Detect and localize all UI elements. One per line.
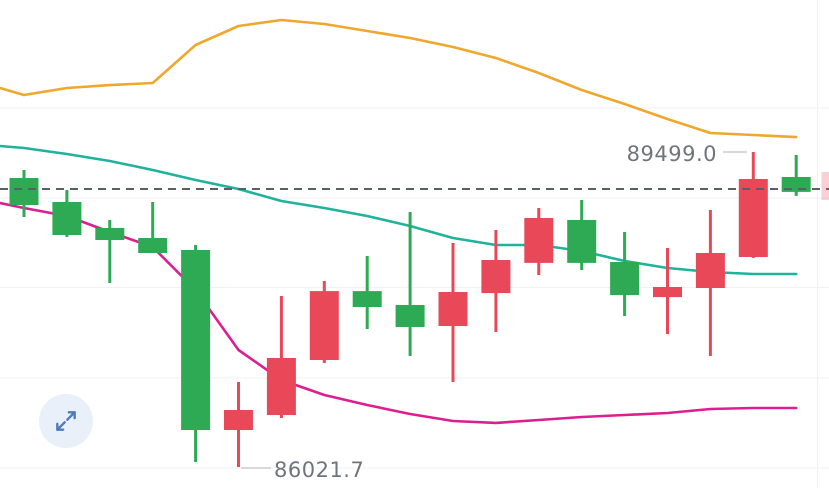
band-layer bbox=[0, 18, 798, 425]
candle-17[interactable] bbox=[695, 210, 725, 356]
candle-body bbox=[481, 260, 511, 294]
candle-body bbox=[695, 253, 725, 288]
candle-5[interactable] bbox=[181, 245, 211, 462]
candle-9[interactable] bbox=[352, 256, 382, 329]
upper-band-line bbox=[0, 18, 798, 139]
candle-16[interactable] bbox=[653, 248, 682, 334]
candle-body bbox=[738, 179, 768, 257]
candle-body bbox=[438, 292, 468, 326]
candle-body bbox=[567, 220, 597, 263]
expand-chart-button[interactable] bbox=[39, 394, 93, 448]
candle-body bbox=[395, 305, 425, 327]
candle-body bbox=[52, 202, 82, 235]
candle-body bbox=[224, 410, 253, 430]
middle-band-line bbox=[0, 144, 798, 276]
candle-14[interactable] bbox=[567, 200, 597, 270]
candle-body bbox=[266, 358, 296, 415]
candle-body bbox=[9, 178, 39, 205]
candle-body bbox=[309, 291, 339, 360]
candle-layer bbox=[9, 152, 811, 467]
candle-body bbox=[95, 228, 125, 240]
candle-body bbox=[524, 218, 554, 263]
high-price-label: 89499.0 bbox=[627, 142, 717, 166]
candle-6[interactable] bbox=[224, 382, 253, 467]
candle-11[interactable] bbox=[438, 243, 468, 382]
candle-15[interactable] bbox=[610, 232, 640, 316]
candle-body bbox=[653, 287, 682, 298]
candle-body bbox=[352, 291, 382, 307]
candle-3[interactable] bbox=[95, 220, 125, 283]
candle-7[interactable] bbox=[266, 296, 296, 418]
candle-2[interactable] bbox=[52, 190, 82, 237]
candle-body bbox=[181, 250, 211, 430]
candle-4[interactable] bbox=[138, 202, 168, 253]
candle-12[interactable] bbox=[481, 230, 511, 332]
candle-8[interactable] bbox=[309, 281, 339, 363]
candle-10[interactable] bbox=[395, 212, 425, 356]
candle-1[interactable] bbox=[9, 170, 39, 217]
low-price-label: 86021.7 bbox=[274, 458, 364, 482]
candle-13[interactable] bbox=[524, 208, 554, 275]
candle-18[interactable] bbox=[738, 152, 768, 258]
partial-candle bbox=[821, 172, 829, 200]
candle-body bbox=[138, 238, 168, 253]
candle-body bbox=[610, 262, 640, 296]
expand-arrows-icon bbox=[56, 411, 76, 431]
